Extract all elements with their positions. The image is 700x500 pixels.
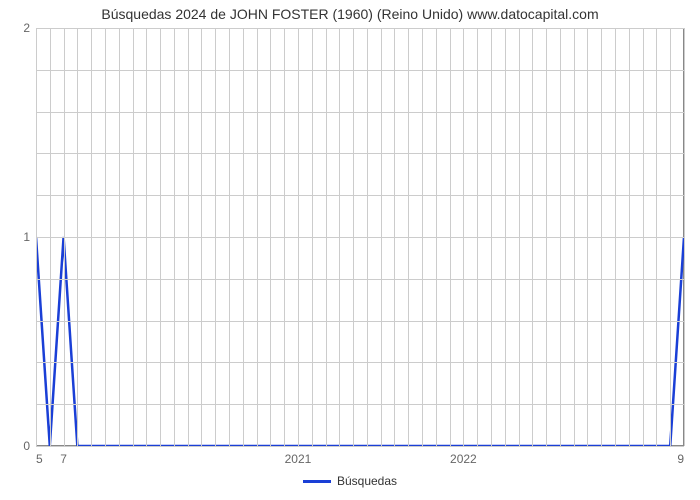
chart-container: Búsquedas 2024 de JOHN FOSTER (1960) (Re…	[0, 0, 700, 500]
legend-label: Búsquedas	[337, 474, 397, 488]
y-tick-label: 1	[23, 230, 30, 244]
y-tick-label: 0	[23, 439, 30, 453]
gridline-h	[36, 279, 684, 280]
gridline-h	[36, 404, 684, 405]
x-tick-label: 2021	[285, 452, 312, 466]
legend-swatch	[303, 480, 331, 483]
y-tick-label: 2	[23, 21, 30, 35]
gridline-h	[36, 362, 684, 363]
x-tick-label: 5	[36, 452, 43, 466]
chart-title: Búsquedas 2024 de JOHN FOSTER (1960) (Re…	[0, 6, 700, 22]
x-tick-label: 9	[677, 452, 684, 466]
legend: Búsquedas	[0, 474, 700, 488]
plot-area: 01257202120229	[36, 28, 684, 446]
gridline-h	[36, 321, 684, 322]
x-tick-label: 7	[60, 452, 67, 466]
gridline-h	[36, 153, 684, 154]
x-tick-label: 2022	[450, 452, 477, 466]
gridline-h	[36, 446, 684, 447]
gridline-h	[36, 237, 684, 238]
gridline-h	[36, 70, 684, 71]
gridline-v	[684, 28, 685, 446]
gridline-h	[36, 28, 684, 29]
gridline-h	[36, 195, 684, 196]
gridline-h	[36, 112, 684, 113]
